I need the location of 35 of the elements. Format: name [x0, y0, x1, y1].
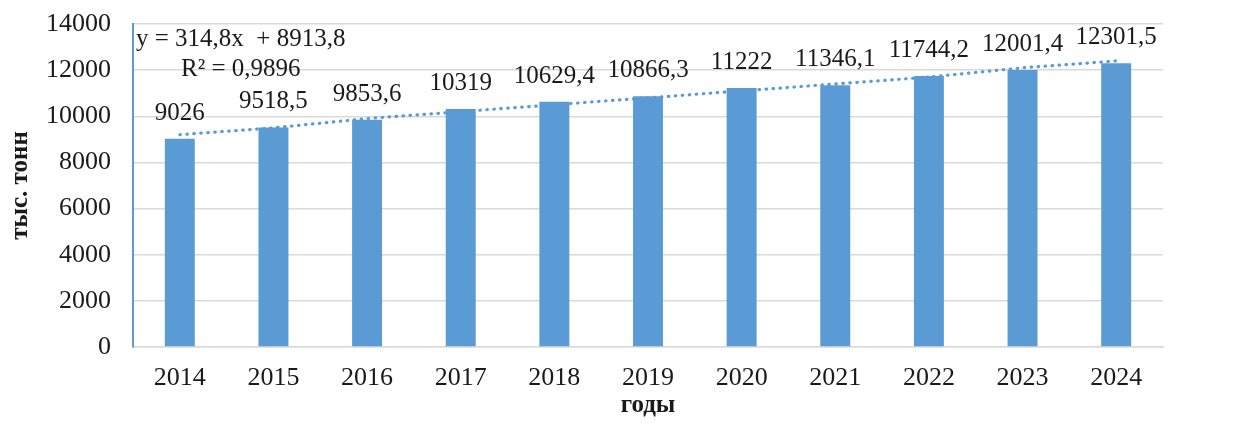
x-axis-title: годы	[620, 390, 676, 418]
x-tick-label: 2016	[341, 362, 394, 392]
y-tick-label: 12000	[46, 53, 111, 83]
y-tick-label: 8000	[59, 146, 111, 176]
data-label: 11222	[710, 47, 773, 75]
x-tick-label: 2024	[1090, 362, 1143, 392]
data-label: 12001,4	[981, 29, 1064, 57]
x-tick-label: 2022	[902, 362, 955, 392]
data-label: 11346,1	[795, 44, 876, 72]
x-tick-label: 2019	[622, 362, 674, 392]
y-axis-title: тыс. тонн	[5, 131, 33, 240]
y-tick-label: 0	[98, 330, 111, 360]
x-tick-label: 2023	[996, 362, 1049, 392]
bar	[164, 138, 195, 347]
data-label: 9026	[154, 97, 205, 125]
x-tick-label: 2020	[715, 362, 768, 392]
annotation: R² = 0,9896	[180, 53, 301, 81]
x-tick-label: 2018	[528, 362, 581, 392]
y-tick-label: 6000	[59, 192, 111, 222]
x-tick-label: 2021	[809, 362, 862, 392]
data-label: 9518,5	[239, 86, 308, 114]
annotation: y = 314,8x + 8913,8	[136, 23, 346, 51]
y-tick-label: 4000	[59, 238, 111, 268]
data-label: 9853,6	[332, 78, 402, 106]
data-label: 12301,5	[1075, 22, 1157, 50]
x-tick-label: 2015	[247, 362, 300, 392]
y-tick-label: 10000	[46, 100, 111, 130]
x-tick-label: 2017	[434, 362, 487, 392]
y-tick-label: 14000	[46, 7, 111, 37]
x-tick-label: 2014	[153, 362, 206, 392]
data-label: 10866,3	[607, 55, 689, 83]
data-label: 10319	[429, 67, 492, 95]
y-tick-label: 2000	[59, 284, 111, 314]
data-label: 10629,4	[513, 60, 596, 88]
data-label: 11744,2	[888, 35, 970, 63]
